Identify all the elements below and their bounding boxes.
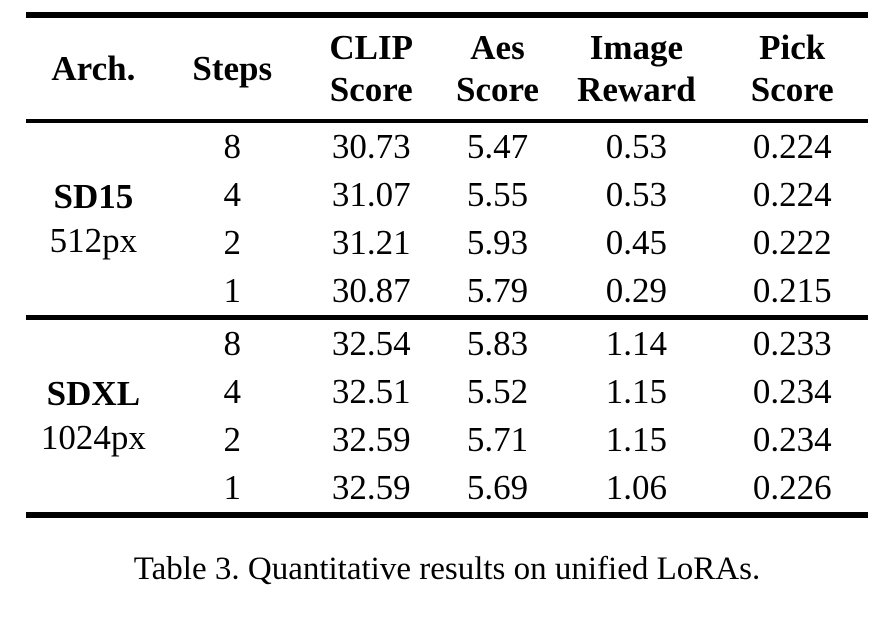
cell-pick-score: 0.222 — [752, 223, 832, 262]
cell-clip-score: 32.51 — [331, 372, 411, 411]
paper-table-figure: Arch. Steps CLIP Score Aes Score Image — [0, 12, 894, 620]
arch-cell-sdxl: SDXL 1024px — [26, 318, 161, 516]
table-row: 4 32.51 5.52 1.15 0.234 — [26, 368, 868, 416]
cell-pick-score: 0.224 — [752, 127, 832, 166]
table-row: 1 30.87 5.79 0.29 0.215 — [26, 267, 868, 318]
table-row: 1 32.59 5.69 1.06 0.226 — [26, 464, 868, 515]
cell-aes-score: 5.83 — [466, 324, 529, 363]
cell-steps: 4 — [223, 175, 242, 214]
cell-steps: 1 — [223, 468, 242, 507]
cell-image-reward: 1.15 — [605, 372, 668, 411]
cell-clip-score: 30.73 — [331, 127, 411, 166]
col-header-arch-line1: Arch. — [51, 48, 136, 88]
cell-image-reward: 0.53 — [605, 175, 668, 214]
table-row: 4 31.07 5.55 0.53 0.224 — [26, 171, 868, 219]
cell-steps: 4 — [223, 372, 242, 411]
col-header-arch: Arch. — [26, 15, 161, 121]
cell-clip-score: 32.59 — [331, 420, 411, 459]
table-group-sd15: SD15 512px 8 30.73 5.47 0.53 0.224 4 31.… — [26, 121, 868, 318]
cell-image-reward: 0.53 — [605, 127, 668, 166]
col-header-aes-score-line2: Score — [456, 69, 539, 109]
arch-name: SD15 — [53, 177, 134, 216]
cell-pick-score: 0.233 — [752, 324, 832, 363]
table-row: SDXL 1024px 8 32.54 5.83 1.14 0.233 — [26, 318, 868, 457]
table-row: SD15 512px 8 30.73 5.47 0.53 0.224 — [26, 121, 868, 260]
table-row: 2 32.59 5.71 1.15 0.234 — [26, 416, 868, 464]
col-header-clip-score-line2: Score — [329, 69, 413, 109]
col-header-image-reward-line2: Reward — [577, 69, 696, 109]
cell-pick-score: 0.224 — [752, 175, 832, 214]
cell-clip-score: 32.59 — [331, 468, 411, 507]
cell-clip-score: 32.54 — [331, 324, 411, 363]
col-header-steps: Steps — [161, 15, 304, 121]
cell-image-reward: 1.15 — [605, 420, 668, 459]
col-header-aes-score: Aes Score — [439, 15, 557, 121]
cell-aes-score: 5.69 — [466, 468, 529, 507]
col-header-steps-line1: Steps — [192, 48, 273, 88]
table-caption: Table 3. Quantitative results on unified… — [133, 551, 761, 587]
table-row: 2 31.21 5.93 0.45 0.222 — [26, 219, 868, 267]
cell-aes-score: 5.93 — [466, 223, 529, 262]
cell-steps: 8 — [223, 324, 242, 363]
header-row: Arch. Steps CLIP Score Aes Score Image — [26, 15, 868, 121]
col-header-aes-score-line1: Aes — [470, 27, 525, 67]
arch-name: SDXL — [46, 374, 141, 413]
col-header-clip-score-line1: CLIP — [329, 27, 414, 67]
arch-cell-sd15: SD15 512px — [26, 121, 161, 318]
col-header-pick-score-line2: Score — [750, 69, 834, 109]
cell-aes-score: 5.52 — [466, 372, 529, 411]
cell-pick-score: 0.234 — [752, 420, 832, 459]
cell-steps: 2 — [223, 420, 242, 459]
cell-steps: 2 — [223, 223, 242, 262]
cell-clip-score: 31.07 — [331, 175, 411, 214]
cell-aes-score: 5.71 — [466, 420, 529, 459]
cell-aes-score: 5.47 — [466, 127, 529, 166]
col-header-image-reward: Image Reward — [556, 15, 716, 121]
col-header-pick-score-line1: Pick — [759, 27, 826, 67]
arch-size: 1024px — [40, 418, 146, 457]
arch-size: 512px — [49, 221, 138, 260]
cell-aes-score: 5.79 — [466, 271, 529, 310]
cell-image-reward: 1.14 — [605, 324, 668, 363]
cell-clip-score: 30.87 — [331, 271, 411, 310]
cell-pick-score: 0.215 — [752, 271, 832, 310]
cell-steps: 1 — [223, 271, 242, 310]
table-group-sdxl: SDXL 1024px 8 32.54 5.83 1.14 0.233 4 32… — [26, 318, 868, 516]
col-header-image-reward-line1: Image — [589, 27, 684, 67]
col-header-pick-score: Pick Score — [716, 15, 868, 121]
cell-steps: 8 — [223, 127, 242, 166]
cell-clip-score: 31.21 — [331, 223, 411, 262]
results-table: Arch. Steps CLIP Score Aes Score Image — [26, 12, 868, 518]
cell-image-reward: 1.06 — [605, 468, 668, 507]
cell-pick-score: 0.234 — [752, 372, 832, 411]
table-header: Arch. Steps CLIP Score Aes Score Image — [26, 15, 868, 121]
cell-image-reward: 0.29 — [605, 271, 668, 310]
cell-aes-score: 5.55 — [466, 175, 529, 214]
cell-pick-score: 0.226 — [752, 468, 832, 507]
cell-image-reward: 0.45 — [605, 223, 668, 262]
col-header-clip-score: CLIP Score — [304, 15, 439, 121]
